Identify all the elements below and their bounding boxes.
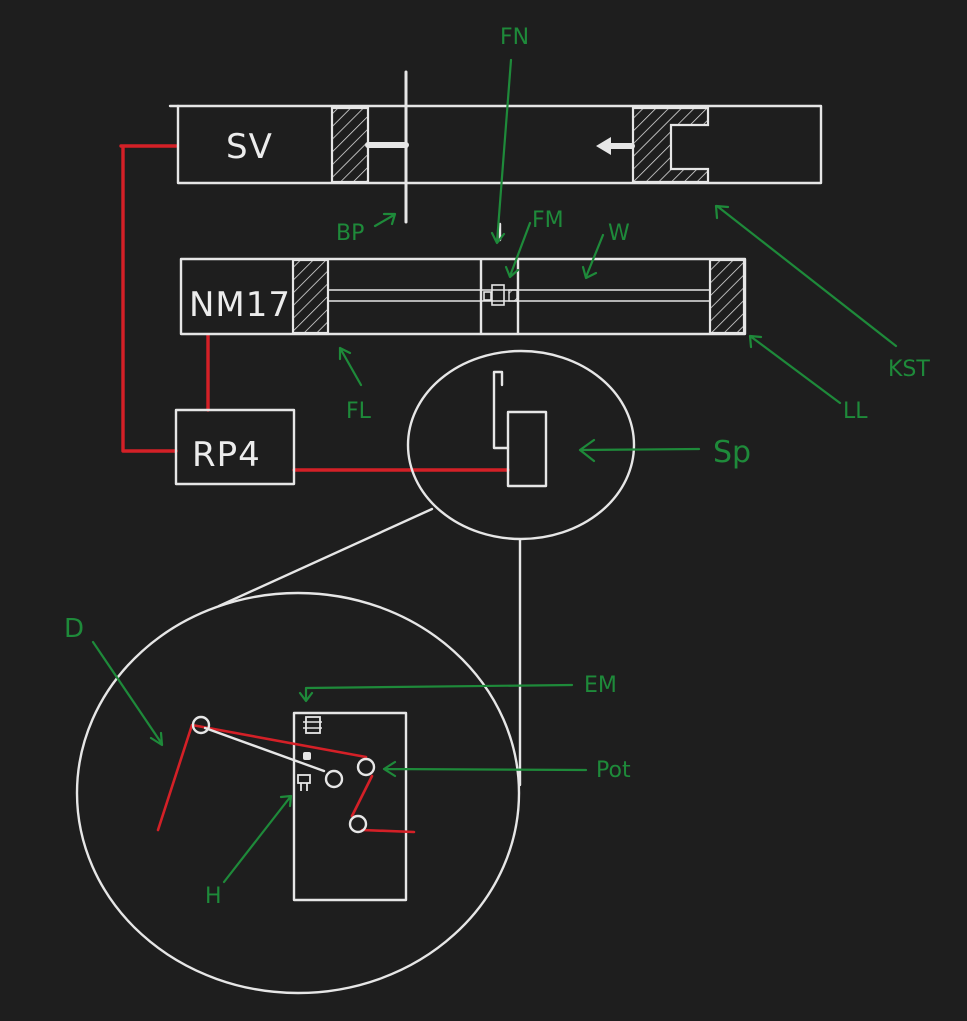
pot-joint — [356, 757, 376, 777]
carriage-body — [491, 284, 505, 306]
annotation-fl: FL — [346, 399, 372, 424]
arrow-d — [91, 640, 164, 747]
sensor-dot — [303, 752, 311, 760]
detail-board — [292, 711, 408, 902]
sensor-detail-small — [406, 349, 636, 541]
detail-zoom-circle — [75, 591, 521, 995]
arrow-fl — [338, 346, 363, 387]
arrow-ll — [748, 334, 842, 405]
arrow-sp — [578, 438, 701, 463]
nm17-right-block — [708, 258, 746, 335]
em-component-icon — [303, 716, 322, 734]
lower-joint — [348, 814, 368, 834]
annotation-sp: Sp — [713, 435, 751, 470]
sensor-zoom-circle — [406, 349, 636, 541]
arrow-left-icon — [596, 137, 635, 155]
sv-assembly: SV — [168, 70, 823, 224]
annotation-bp: BP — [336, 221, 364, 246]
lever-red — [156, 723, 416, 834]
sv-label: SV — [226, 127, 273, 167]
annotation-h: H — [205, 884, 222, 909]
annotation-em: EM — [584, 673, 617, 698]
annotation-d: D — [64, 614, 84, 644]
arrow-h — [222, 794, 293, 884]
arrow-w — [581, 233, 605, 280]
wiring — [119, 144, 510, 472]
rp4-label: RP4 — [192, 435, 261, 475]
arrow-bp — [373, 212, 397, 228]
hall-joint — [324, 769, 344, 789]
arrow-fm — [504, 221, 532, 279]
sensor-detail-large — [75, 591, 521, 995]
sv-clamp-block — [631, 106, 710, 184]
rp4-box: RP4 — [174, 408, 296, 486]
wire-rp4-to-sv — [119, 144, 178, 453]
arrow-fn — [490, 58, 513, 245]
arrow-kst — [714, 204, 898, 348]
hall-sensor-icon — [297, 774, 311, 791]
carriage-mount-left — [483, 291, 492, 301]
zoom-line-left — [217, 507, 434, 608]
annotations: FN BP FM W KST LL FL Sp D EM Pot H — [64, 25, 930, 909]
lever-pivot-joint — [191, 715, 211, 735]
arrow-em — [298, 683, 574, 703]
sv-piston-block — [330, 106, 370, 184]
rp4-outline — [174, 408, 296, 486]
arrow-pot — [382, 760, 588, 778]
sensor-flag — [492, 370, 510, 450]
annotation-fm: FM — [532, 208, 564, 233]
nm17-assembly: NM17 — [179, 222, 747, 336]
zoom-connectors — [217, 507, 522, 787]
sensor-box — [506, 410, 548, 488]
lever-white — [203, 726, 326, 773]
nm17-left-block — [291, 258, 330, 335]
fm-magnet — [508, 289, 518, 302]
annotation-kst: KST — [888, 357, 930, 382]
sv-rail — [176, 104, 823, 185]
nm17-label: NM17 — [189, 285, 291, 325]
annotation-w: W — [608, 221, 630, 246]
annotation-pot: Pot — [596, 758, 631, 783]
annotation-ll: LL — [843, 399, 868, 424]
annotation-fn: FN — [500, 25, 529, 50]
